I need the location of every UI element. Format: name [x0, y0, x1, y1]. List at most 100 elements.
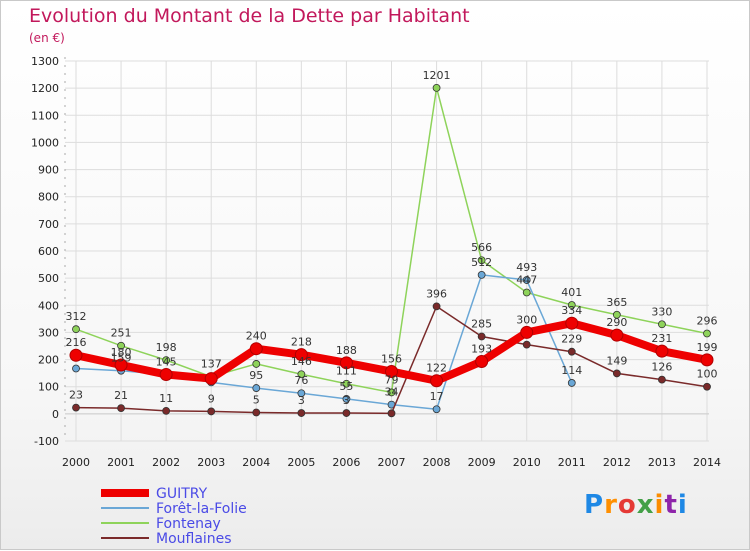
data-point — [658, 375, 666, 384]
data-point — [72, 325, 80, 334]
y-tick-label: 500 — [38, 272, 59, 285]
data-point — [72, 403, 80, 412]
data-point — [297, 370, 306, 379]
legend-label: Fontenay — [156, 516, 221, 532]
x-tick-label: 2005 — [287, 456, 315, 469]
data-point — [204, 372, 218, 386]
data-label: 285 — [471, 318, 492, 331]
data-point — [342, 395, 351, 403]
data-label: 334 — [561, 304, 582, 317]
data-label: 218 — [291, 336, 312, 349]
data-point — [162, 356, 171, 365]
chart-unit: (en €) — [29, 31, 65, 45]
data-label: 512 — [471, 256, 492, 269]
data-point — [252, 408, 261, 417]
x-tick-label: 2011 — [558, 456, 586, 469]
data-label: 145 — [156, 356, 177, 369]
data-label: 198 — [156, 341, 177, 354]
data-point — [522, 288, 531, 297]
data-label: 137 — [201, 358, 222, 371]
data-point — [567, 301, 576, 309]
logo-letter: t — [664, 490, 678, 520]
data-label: 296 — [697, 315, 718, 328]
data-point — [297, 389, 306, 398]
data-label: 146 — [291, 355, 312, 368]
data-point — [475, 354, 489, 368]
data-point — [658, 320, 666, 329]
data-label: 216 — [66, 336, 87, 349]
data-label: 5 — [253, 394, 260, 407]
data-point — [612, 369, 621, 378]
data-point — [207, 407, 216, 416]
data-point — [432, 302, 441, 311]
data-label: 188 — [336, 344, 357, 357]
x-tick-label: 2006 — [332, 456, 360, 469]
data-point — [342, 379, 351, 388]
x-tick-label: 2002 — [152, 456, 180, 469]
data-point — [655, 344, 669, 358]
data-label: 199 — [697, 341, 718, 354]
data-label: 159 — [111, 352, 132, 365]
data-label: 566 — [471, 241, 492, 254]
data-point — [387, 409, 396, 418]
data-point — [522, 276, 531, 284]
data-point — [567, 379, 576, 387]
data-label: 21 — [114, 389, 128, 402]
data-point — [294, 348, 308, 362]
logo-letter: o — [617, 490, 637, 520]
data-point — [159, 368, 173, 381]
data-label: 330 — [651, 305, 672, 318]
data-point — [252, 360, 261, 368]
data-label: 290 — [606, 316, 627, 329]
x-tick-label: 2013 — [648, 456, 676, 469]
data-label: 111 — [336, 365, 357, 378]
data-label: 114 — [561, 364, 582, 377]
x-tick-label: 2004 — [242, 456, 270, 469]
y-tick-label: -100 — [34, 435, 59, 448]
x-tick-label: 2010 — [513, 456, 541, 469]
data-label: 3 — [298, 394, 305, 407]
data-label: 34 — [385, 386, 399, 399]
x-tick-label: 2001 — [107, 456, 135, 469]
legend-label: Forêt-la-Folie — [156, 501, 247, 517]
data-label: 17 — [430, 390, 444, 403]
x-tick-label: 2008 — [423, 456, 451, 469]
data-label: 180 — [111, 346, 132, 359]
data-point — [432, 83, 441, 92]
y-tick-label: 0 — [52, 408, 59, 421]
data-label: 23 — [69, 389, 83, 402]
data-label: 251 — [111, 327, 132, 340]
chart-title: Evolution du Montant de la Dette par Hab… — [29, 5, 470, 27]
data-point — [69, 348, 83, 362]
data-point — [567, 347, 576, 356]
data-point — [162, 406, 171, 415]
y-tick-label: 800 — [38, 191, 59, 204]
logo-letter: i — [654, 490, 665, 520]
data-label: 229 — [561, 333, 582, 346]
data-point — [610, 328, 624, 342]
x-tick-label: 2012 — [603, 456, 631, 469]
data-point — [477, 256, 486, 265]
data-point — [249, 342, 263, 356]
data-point — [522, 340, 531, 349]
y-tick-label: 600 — [38, 245, 59, 258]
x-tick-label: 2000 — [62, 456, 90, 469]
data-point — [565, 316, 579, 330]
y-tick-label: 300 — [38, 326, 59, 339]
y-tick-label: 1300 — [31, 55, 59, 68]
legend-label: GUITRY — [156, 486, 208, 502]
data-label: 1201 — [423, 69, 451, 82]
y-tick-label: 1200 — [31, 82, 59, 95]
logo-letter: r — [604, 490, 618, 520]
data-label: 240 — [246, 330, 267, 343]
y-tick-label: 900 — [38, 164, 59, 177]
data-label: 401 — [561, 286, 582, 299]
data-label: 95 — [249, 369, 263, 382]
x-tick-label: 2007 — [378, 456, 406, 469]
data-label: 447 — [516, 274, 537, 287]
data-label: 79 — [385, 373, 399, 386]
x-tick-label: 2009 — [468, 456, 496, 469]
data-label: 493 — [516, 261, 537, 274]
data-point — [385, 365, 398, 379]
